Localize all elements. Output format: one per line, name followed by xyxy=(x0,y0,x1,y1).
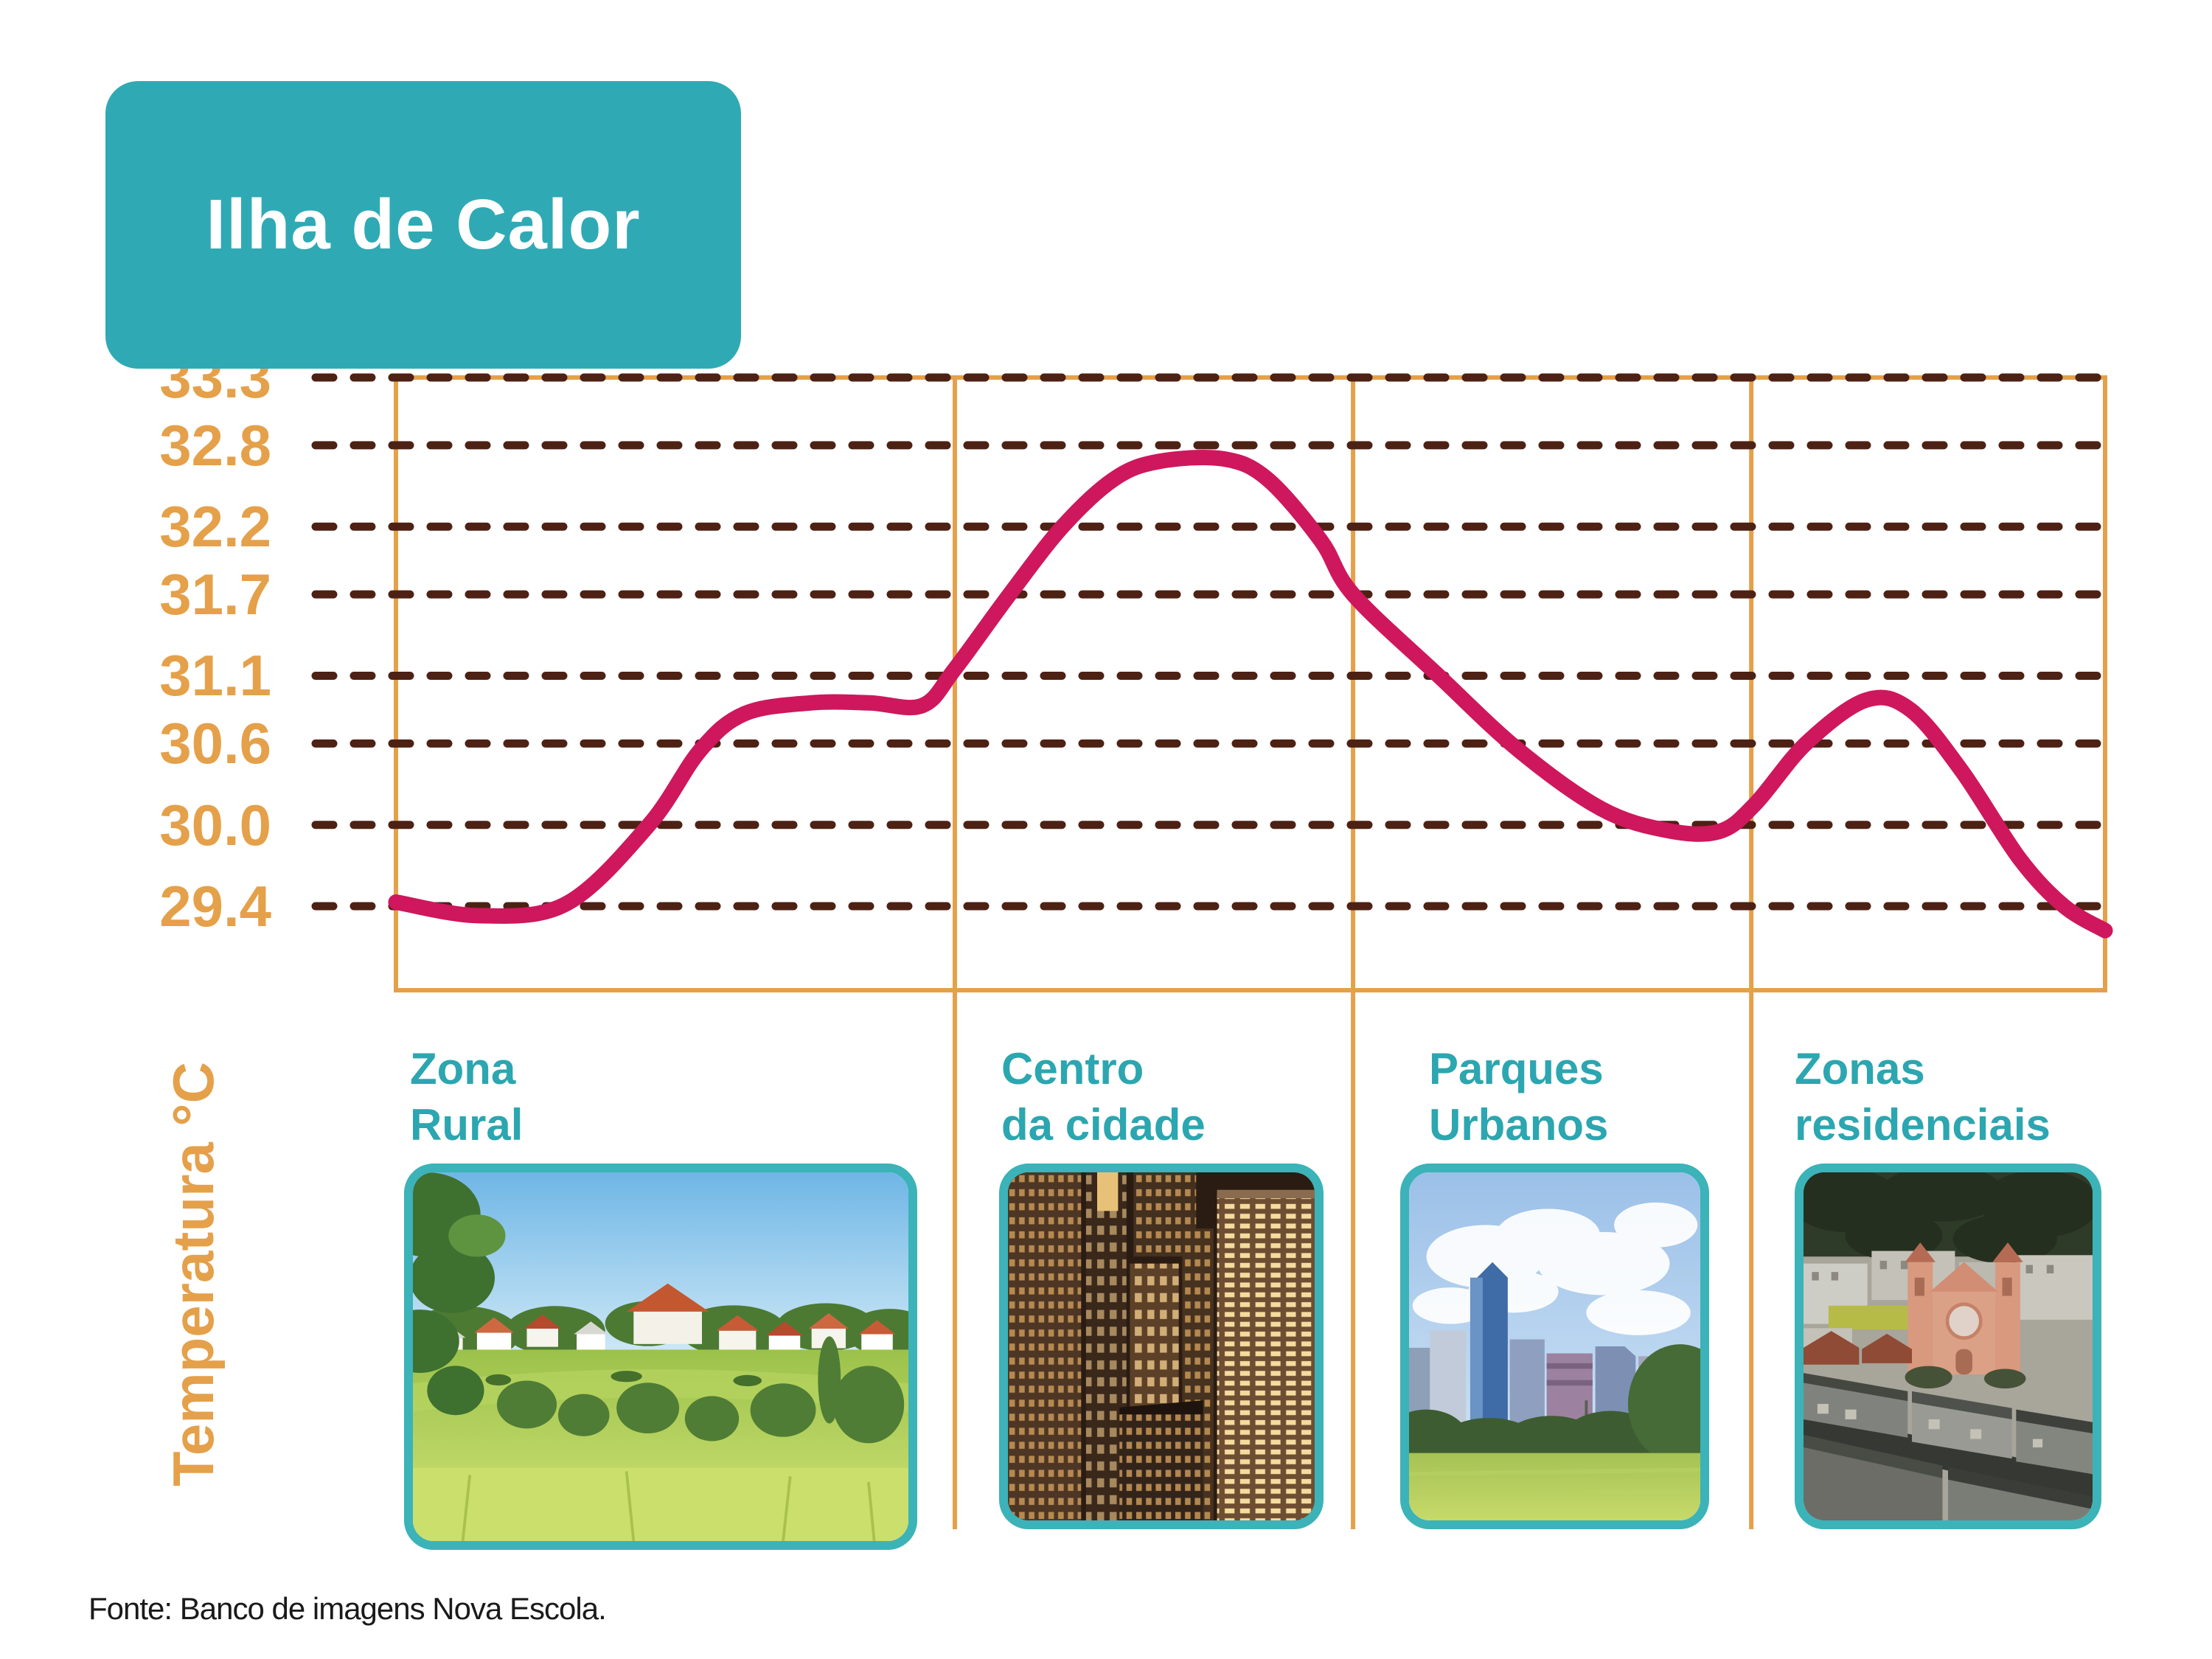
zone-label-line: Parques xyxy=(1429,1044,1604,1093)
y-axis-tick-label: 31.1 xyxy=(159,643,271,709)
zone-label-line: Zonas xyxy=(1795,1044,1925,1093)
page-title: Ilha de Calor xyxy=(206,185,641,264)
zone-label-urban-parks: Parques Urbanos xyxy=(1429,1041,1608,1153)
urban-park-illustration xyxy=(1409,1172,1700,1520)
rural-landscape-photo xyxy=(404,1164,917,1550)
zone-label-line: residenciais xyxy=(1795,1100,2051,1150)
zone-label-line: Centro xyxy=(1001,1044,1144,1093)
residential-area-illustration xyxy=(1804,1172,2093,1520)
y-axis-tick-label: 32.2 xyxy=(159,494,271,560)
title-box: Ilha de Calor xyxy=(105,81,741,369)
plot-frame xyxy=(394,375,2107,992)
y-axis-tick-label: 31.7 xyxy=(159,562,271,627)
y-axis-tick-label: 30.6 xyxy=(159,711,271,776)
city-center-illustration xyxy=(1008,1172,1315,1520)
city-center-night-photo xyxy=(999,1164,1324,1529)
urban-park-photo xyxy=(1400,1164,1709,1529)
rural-landscape-illustration xyxy=(413,1172,908,1541)
temperature-curve xyxy=(388,449,2113,939)
zone-label-residential: Zonas residenciais xyxy=(1795,1041,2051,1153)
zone-label-city-center: Centro da cidade xyxy=(1001,1041,1206,1153)
zone-label-line: Rural xyxy=(410,1100,524,1150)
source-credit: Fonte: Banco de imagens Nova Escola. xyxy=(88,1591,607,1626)
y-axis-title: Temperatura °C xyxy=(161,1062,226,1486)
zone-label-rural: Zona Rural xyxy=(410,1041,523,1153)
residential-area-photo xyxy=(1795,1164,2101,1529)
zone-label-line: Urbanos xyxy=(1429,1100,1609,1150)
y-axis-tick-label: 29.4 xyxy=(159,874,271,939)
y-axis-tick-label: 30.0 xyxy=(159,792,271,858)
y-axis-tick-label: 32.8 xyxy=(159,412,271,478)
zone-label-line: da cidade xyxy=(1001,1100,1206,1150)
zone-label-line: Zona xyxy=(410,1044,516,1093)
